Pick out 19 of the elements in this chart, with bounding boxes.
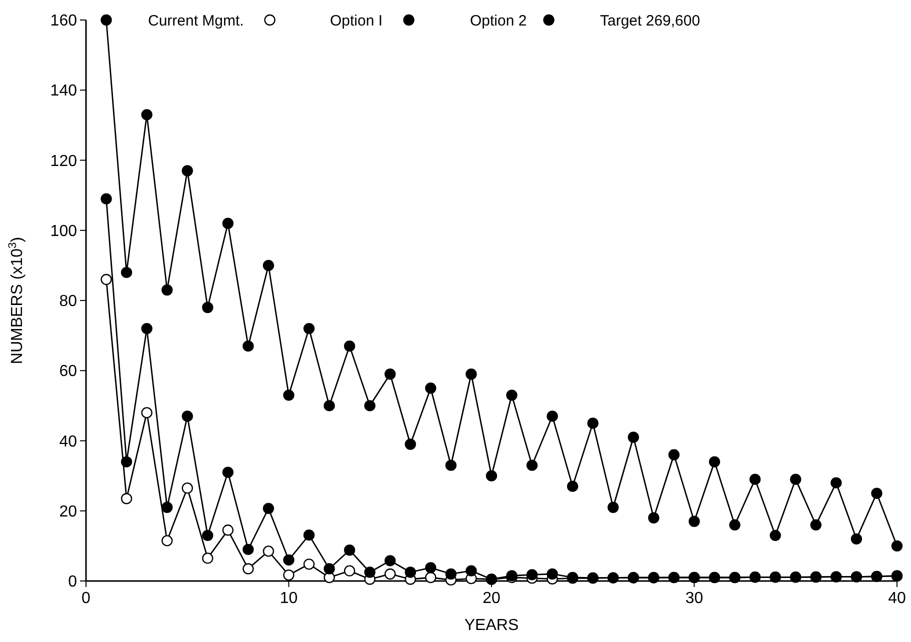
legend-label: Option 2 (470, 12, 527, 30)
x-tick-label: 0 (82, 590, 91, 607)
y-tick-label: 80 (59, 293, 78, 310)
y-tick-label: 120 (50, 152, 78, 170)
y-tick-label: 0 (68, 574, 78, 591)
legend-label: Current Mgmt. (148, 12, 244, 30)
y-tick-label: 60 (59, 363, 78, 380)
y-tick-label: 160 (50, 12, 78, 30)
legend-label: Option I (330, 12, 383, 30)
x-tick-label: 20 (482, 590, 500, 607)
x-tick-label: 30 (685, 590, 704, 607)
annotation: Target 269,600 (600, 12, 700, 30)
x-tick-label: 40 (888, 590, 906, 607)
y-tick-label: 40 (59, 433, 78, 450)
y-tick-label: 100 (50, 222, 78, 240)
x-tick-label: 10 (280, 590, 298, 607)
x-axis-title: YEARS (464, 617, 519, 634)
y-tick-label: 20 (59, 503, 78, 520)
y-tick-label: 140 (50, 82, 78, 100)
